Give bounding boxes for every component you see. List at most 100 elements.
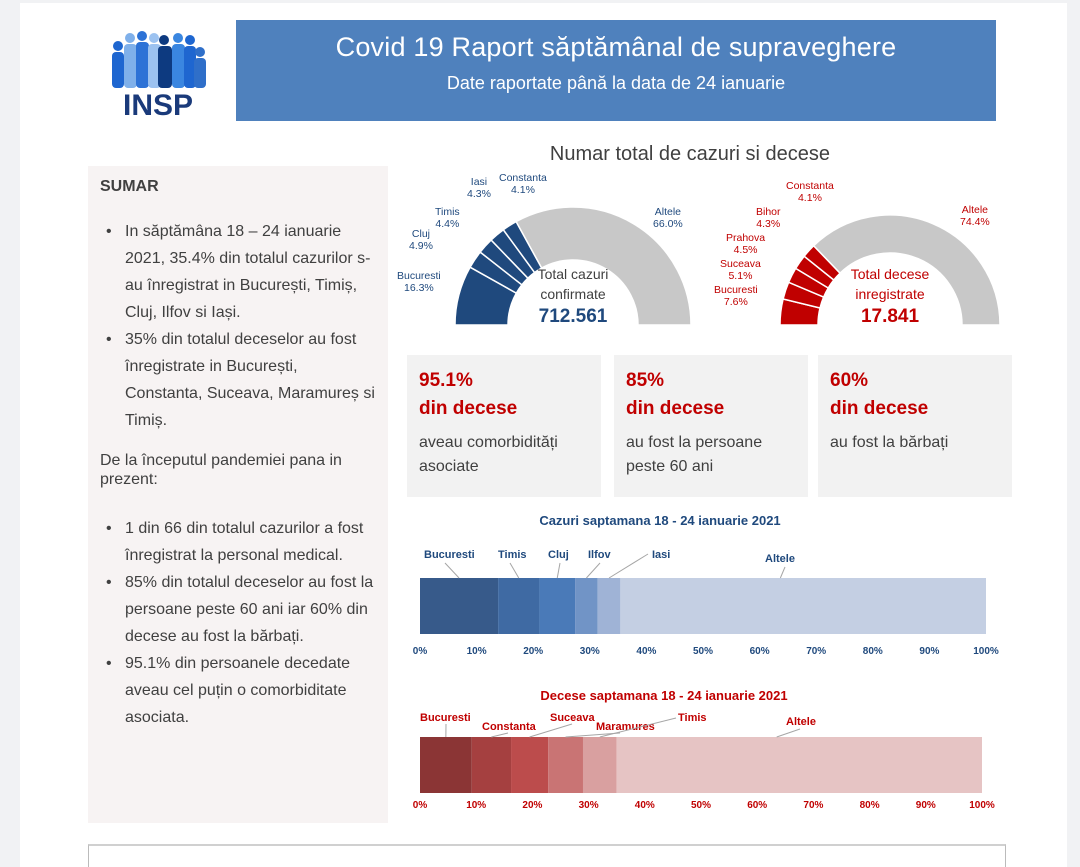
cases-week-stacked-bar: Cazuri saptamana 18 - 24 ianuarie 2021 Bu…: [413, 513, 999, 657]
leader-line: [586, 562, 601, 579]
bar-segment-constanta: [471, 737, 512, 793]
gauge-label-name: Prahova: [726, 232, 766, 244]
x-tick-label: 60%: [750, 646, 770, 657]
x-tick-label: 50%: [691, 800, 711, 811]
leader-line: [599, 717, 677, 738]
gauge-label-value: 74.4%: [960, 216, 990, 228]
report-subtitle: Date raportate până la data de 24 ianuar…: [446, 73, 786, 93]
week-bullet-list: In săptămâna 18 – 24 ianuarie 2021, 35.4…: [100, 218, 376, 434]
x-tick-label: 30%: [579, 800, 599, 811]
bar-label-constanta: Constanta: [482, 721, 537, 733]
logo-text: INSP: [123, 89, 193, 120]
gauge-label-cluj: Cluj 4.9%: [409, 228, 433, 252]
gauge-center-line2: confirmate: [540, 286, 606, 302]
insp-logo: INSP: [112, 31, 206, 120]
x-tick-label: 50%: [693, 646, 713, 657]
x-tick-label: 20%: [522, 800, 542, 811]
bar-label-bucuresti: Bucuresti: [420, 712, 471, 724]
gauge-slice-altele: [812, 214, 1001, 326]
gauge-total-value: 17.841: [860, 306, 920, 327]
leader-line: [779, 566, 786, 579]
report-title: Covid 19 Raport săptămânal de supraveghe…: [335, 32, 897, 62]
gauge-label-bihor: Bihor 4.3%: [756, 206, 781, 230]
gauge-label-value: 4.1%: [510, 184, 535, 196]
gauge-label-bucuresti: Bucuresti 7.6%: [714, 284, 758, 308]
bar-label-cluj: Cluj: [548, 549, 569, 561]
bar-label-suceava: Suceava: [550, 712, 596, 724]
bar-segment-altele: [616, 737, 982, 793]
gauge-center-text: Total cazuri confirmate 712.561: [503, 264, 643, 330]
since-start-heading: De la începutul pandemiei pana in prezen…: [100, 452, 342, 488]
leader-line: [509, 562, 520, 579]
x-tick-label: 60%: [747, 800, 767, 811]
bar-segment-maramures: [548, 737, 583, 793]
gauge-label-value: 4.9%: [409, 240, 433, 252]
summary-bullet: 95.1% din persoanele decedate aveau cel …: [100, 650, 376, 731]
bar-segment-bucuresti: [420, 578, 499, 634]
leader-line: [491, 732, 509, 738]
gauge-label-altele: Altele 66.0%: [653, 206, 683, 230]
gauge-label-value: 4.1%: [797, 192, 822, 204]
leader-line: [444, 562, 460, 579]
bar-label-timis: Timis: [678, 712, 707, 724]
gauge-label-value: 4.5%: [733, 244, 758, 256]
x-tick-label: 20%: [523, 646, 543, 657]
gauge-label-name: Bucuresti: [714, 284, 758, 296]
gauge-label-name: Suceava: [720, 258, 761, 270]
gauge-label-name: Altele: [654, 206, 682, 218]
gauge-slice-altele: [515, 206, 692, 326]
gauge-label-altele: Altele 74.4%: [960, 204, 990, 228]
bar-segment-cluj: [539, 578, 576, 634]
x-tick-label: 70%: [806, 646, 826, 657]
kpi-value: 85%: [626, 370, 665, 391]
gauge-label-name: Iasi: [470, 176, 488, 188]
gauge-label-constanta: Constanta 4.1%: [499, 172, 547, 196]
x-tick-label: 10%: [467, 646, 487, 657]
gauge-label-value: 66.0%: [653, 218, 683, 230]
bar-label-maramures: Maramures: [596, 721, 655, 733]
deaths-week-stacked-bar: Decese saptamana 18 - 24 ianuarie 2021 Bu…: [413, 688, 995, 811]
bar-label-ilfov: Ilfov: [588, 549, 611, 561]
kpi-card-over-60: 85% din decese au fost la persoane peste…: [614, 355, 808, 497]
header-banner: Covid 19 Raport săptămânal de supraveghe…: [236, 20, 996, 121]
gauge-label-name: Bucuresti: [397, 270, 441, 282]
kpi-card-comorbidities: 95.1% din decese aveau comorbidități aso…: [407, 355, 601, 497]
gauge-label-name: Cluj: [411, 228, 431, 240]
kpi-label: din decese: [626, 398, 725, 419]
kpi-value: 95.1%: [419, 370, 473, 391]
x-tick-label: 0%: [413, 800, 428, 811]
bar-label-timis: Timis: [498, 549, 527, 561]
gauge-total-value: 712.561: [538, 306, 608, 327]
summary-bullet: 1 din 66 din totalul cazurilor a fost în…: [100, 515, 376, 569]
gauge-label-value: 4.3%: [756, 218, 781, 230]
gauge-label-value: 16.3%: [404, 282, 434, 294]
x-tick-label: 70%: [803, 800, 823, 811]
gauge-label-name: Altele: [961, 204, 989, 216]
leader-line: [565, 732, 621, 738]
gauge-label-name: Constanta: [499, 172, 547, 184]
bar-label-bucuresti: Bucuresti: [424, 549, 475, 561]
kpi-card-men: 60% din decese au fost la bărbați: [818, 355, 1012, 497]
gauge-label-timis: Timis 4.4%: [435, 206, 460, 230]
summary-bullet: 85% din totalul deceselor au fost la per…: [100, 569, 376, 650]
x-tick-label: 90%: [919, 646, 939, 657]
leader-line: [556, 562, 561, 579]
gauge-label-name: Timis: [435, 206, 460, 218]
leader-line: [529, 723, 573, 738]
deaths-gauge: Bucuresti 7.6% Suceava 5.1% Prahova 4.5% Bihor…: [700, 168, 1030, 335]
gauge-center-line1: Total cazuri: [537, 266, 609, 282]
kpi-label: din decese: [830, 398, 929, 419]
bar-segment-suceava: [511, 737, 549, 793]
gauge-label-value: 7.6%: [723, 296, 748, 308]
summary-heading: SUMAR: [100, 178, 159, 195]
since-start-bullet-list: 1 din 66 din totalul cazurilor a fost în…: [100, 515, 376, 731]
bar-segment-timis: [582, 737, 617, 793]
bar-segment-ilfov: [575, 578, 598, 634]
bar-label-iasi: Iasi: [652, 549, 670, 561]
gauge-label-iasi: Iasi 4.3%: [467, 176, 491, 200]
summary-bullet: 35% din totalul deceselor au fost înregi…: [100, 326, 376, 434]
x-tick-label: 40%: [635, 800, 655, 811]
gauge-svg: [454, 206, 692, 326]
kpi-description: au fost la bărbați: [830, 434, 949, 451]
bar-segment-bucuresti: [420, 737, 472, 793]
